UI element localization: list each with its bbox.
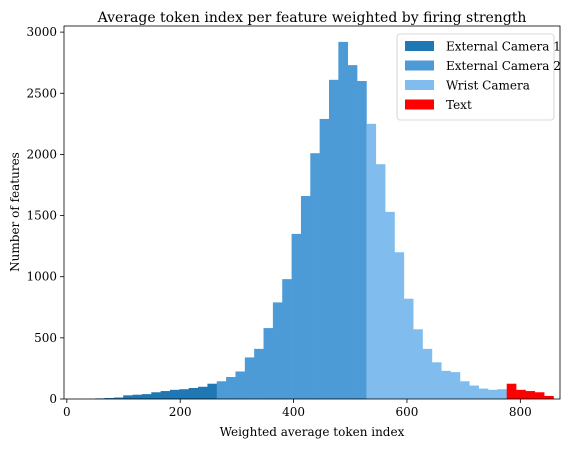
bar-series-2-bin-0: [366, 123, 377, 399]
bar-series-2-bin-1: [375, 164, 386, 399]
x-tick-label: 200: [169, 405, 192, 419]
y-tick-label: 2000: [26, 147, 57, 161]
bar-series-2-bin-3: [394, 252, 405, 399]
x-tick-label: 600: [395, 405, 418, 419]
y-tick-label: 1000: [26, 270, 57, 284]
y-tick-label: 0: [49, 392, 57, 406]
bar-series-2-bin-9: [450, 372, 461, 399]
bar-series-1-bin-0: [216, 381, 227, 399]
bar-series-1-bin-2: [235, 371, 246, 399]
bar-series-1-bin-9: [300, 195, 311, 399]
legend-box: [396, 33, 555, 121]
bar-series-0-bin-8: [170, 389, 180, 399]
bar-series-3-bin-2: [525, 391, 536, 399]
plot-frame: [63, 25, 561, 400]
bar-series-1-bin-10: [310, 153, 320, 399]
bar-series-0-bin-5: [141, 394, 152, 399]
legend-label-1: External Camera 2: [446, 59, 561, 73]
axes: [63, 25, 561, 400]
bar-series-1-bin-1: [226, 376, 236, 399]
bar-series-1-bin-12: [329, 79, 339, 399]
bar-series-1-bin-8: [291, 233, 302, 399]
bar-series-2-bin-10: [459, 381, 470, 399]
bar-series-0-bin-7: [160, 391, 171, 399]
bar-series-0-bin-6: [151, 392, 161, 399]
bar-series-0-bin-4: [132, 394, 143, 399]
bar-series-2-bin-5: [413, 329, 423, 399]
bar-series-1-bin-6: [272, 302, 283, 399]
bar-series-0-bin-2: [113, 397, 124, 399]
bar-series-1-bin-14: [347, 65, 358, 399]
x-tick-label: 800: [509, 405, 532, 419]
legend-swatch-0: [405, 41, 434, 51]
x-tick-label: 400: [282, 405, 305, 419]
bar-series-2-bin-8: [441, 370, 451, 399]
bar-series-2-bin-6: [422, 348, 433, 399]
bar-series-2-bin-11: [469, 385, 479, 399]
bar-series-0-bin-11: [198, 386, 208, 399]
legend-label-2: Wrist Camera: [446, 79, 530, 93]
y-tick-label: 2500: [26, 86, 57, 100]
bar-series-0-bin-3: [123, 395, 133, 399]
bar-series-1-bin-15: [357, 81, 367, 399]
legend-swatch-2: [405, 80, 434, 90]
bar-series-3-bin-0: [506, 383, 517, 399]
y-tick-label: 500: [34, 331, 57, 345]
legend-label-3: Text: [446, 98, 472, 112]
bar-series-3-bin-3: [534, 392, 545, 399]
bar-series-2-bin-7: [431, 362, 442, 399]
x-axis-label: Weighted average token index: [220, 425, 405, 439]
y-tick-label: 3000: [26, 25, 57, 39]
bar-series-1-bin-5: [263, 328, 274, 399]
chart-title: Average token index per feature weighted…: [97, 10, 527, 26]
legend: External Camera 1 External Camera 2 Wrist …: [396, 33, 561, 121]
x-ticks: 0 200 400 600 800: [63, 399, 532, 419]
legend-label-0: External Camera 1: [446, 40, 561, 54]
bar-series-1-bin-4: [254, 348, 264, 399]
bar-series-2-bin-13: [488, 389, 498, 399]
bar-series-3-bin-1: [516, 389, 526, 399]
bar-series-0-bin-9: [179, 389, 190, 399]
histogram-bars: [95, 41, 554, 400]
bar-series-1-bin-7: [282, 279, 292, 399]
legend-swatch-1: [405, 60, 434, 71]
bar-series-1-bin-11: [319, 118, 330, 399]
y-axis-label: Number of features: [8, 152, 22, 272]
bar-series-2-bin-4: [403, 298, 414, 399]
bar-series-3-bin-4: [544, 395, 554, 399]
bar-series-2-bin-14: [497, 389, 508, 399]
bar-series-0-bin-12: [207, 383, 218, 399]
legend-swatch-3: [405, 99, 434, 110]
bar-series-1-bin-13: [338, 41, 349, 400]
y-ticks: 0 500 1000 1500 2000 2500 3000: [26, 25, 64, 406]
bar-series-0-bin-10: [188, 387, 199, 399]
bar-series-0-bin-1: [104, 398, 115, 399]
bar-series-2-bin-2: [385, 211, 395, 399]
bar-series-1-bin-3: [244, 357, 255, 399]
bar-series-2-bin-12: [478, 388, 489, 399]
y-tick-label: 1500: [26, 209, 57, 223]
x-tick-label: 0: [63, 405, 71, 419]
